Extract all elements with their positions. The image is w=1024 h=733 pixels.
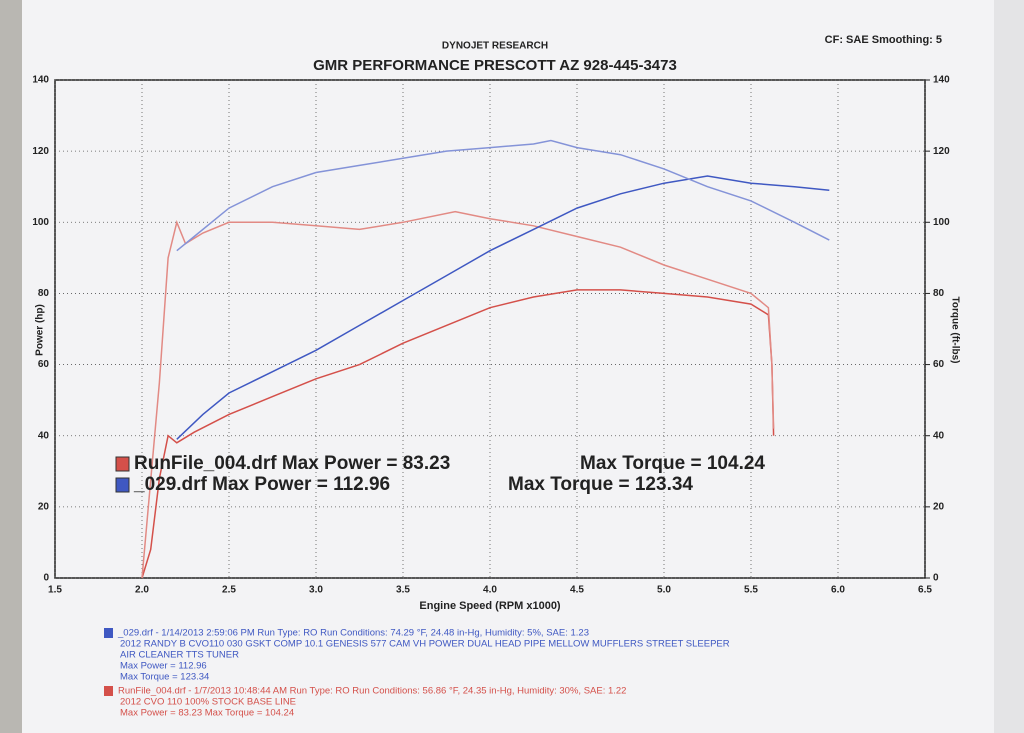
y2-tick-label: 60 [933, 359, 945, 370]
series-line [176, 139, 830, 252]
footer-line: Max Torque = 123.34 [120, 672, 209, 683]
header: DYNOJET RESEARCH [442, 41, 548, 52]
y-tick-label: 140 [32, 75, 49, 86]
series-line [176, 175, 830, 440]
y-tick-label: 120 [32, 146, 49, 157]
legend-torque: Max Torque = 123.34 [508, 474, 693, 495]
y-axis-label: Power (hp) [35, 304, 46, 356]
y2-tick-label: 120 [933, 146, 950, 157]
x-tick-label: 2.5 [222, 585, 236, 596]
footer-line: 2012 CVO 110 100% STOCK BASE LINE [120, 697, 296, 708]
footer-swatch [104, 628, 113, 638]
y2-tick-label: 100 [933, 217, 950, 228]
y-tick-label: 100 [32, 217, 49, 228]
legend-torque: Max Torque = 104.24 [580, 453, 765, 474]
legend-swatch [115, 477, 130, 493]
x-tick-label: 2.0 [135, 585, 149, 596]
paper [22, 0, 994, 733]
y-tick-label: 40 [38, 430, 50, 441]
x-tick-label: 3.0 [309, 585, 323, 596]
footer-line: Max Power = 112.96 [120, 661, 207, 672]
y-tick-label: 20 [38, 501, 50, 512]
x-tick-label: 4.0 [483, 585, 497, 596]
y-tick-label: 60 [38, 359, 50, 370]
x-tick-label: 1.5 [48, 585, 62, 596]
legend-swatch [115, 456, 130, 472]
legend-text: RunFile_004.drf Max Power = 83.23 [134, 453, 450, 474]
x-tick-label: 4.5 [570, 585, 584, 596]
x-tick-label: 3.5 [396, 585, 410, 596]
y2-tick-label: 80 [933, 288, 945, 299]
legend-text: _029.drf Max Power = 112.96 [133, 474, 390, 495]
y2-axis-label: Torque (ft-lbs) [949, 296, 960, 363]
paper-edge [994, 0, 1024, 733]
chart-title: GMR PERFORMANCE PRESCOTT AZ 928-445-3473 [313, 57, 677, 74]
footer-swatch [104, 686, 113, 696]
series-line [141, 210, 775, 579]
y2-tick-label: 0 [933, 573, 939, 584]
x-tick-label: 5.0 [657, 585, 671, 596]
footer-line: 2012 RANDY B CVO110 030 GSKT COMP 10.1 G… [120, 639, 730, 650]
y2-tick-label: 140 [933, 75, 950, 86]
footer-line: AIR CLEANER TTS TUNER [120, 650, 239, 661]
y-tick-label: 0 [43, 573, 49, 584]
corner-note: CF: SAE Smoothing: 5 [825, 34, 942, 46]
x-tick-label: 6.5 [918, 585, 932, 596]
x-tick-label: 5.5 [744, 585, 758, 596]
series-line [141, 289, 775, 579]
x-tick-label: 6.0 [831, 585, 845, 596]
footer-line: Max Power = 83.23 Max Torque = 104.24 [120, 708, 294, 719]
footer-line: _029.drf - 1/14/2013 2:59:06 PM Run Type… [117, 628, 589, 639]
y2-tick-label: 20 [933, 501, 945, 512]
x-axis-label: Engine Speed (RPM x1000) [419, 600, 561, 612]
footer-line: RunFile_004.drf - 1/7/2013 10:48:44 AM R… [118, 686, 626, 697]
y2-tick-label: 40 [933, 430, 945, 441]
y-tick-label: 80 [38, 288, 50, 299]
